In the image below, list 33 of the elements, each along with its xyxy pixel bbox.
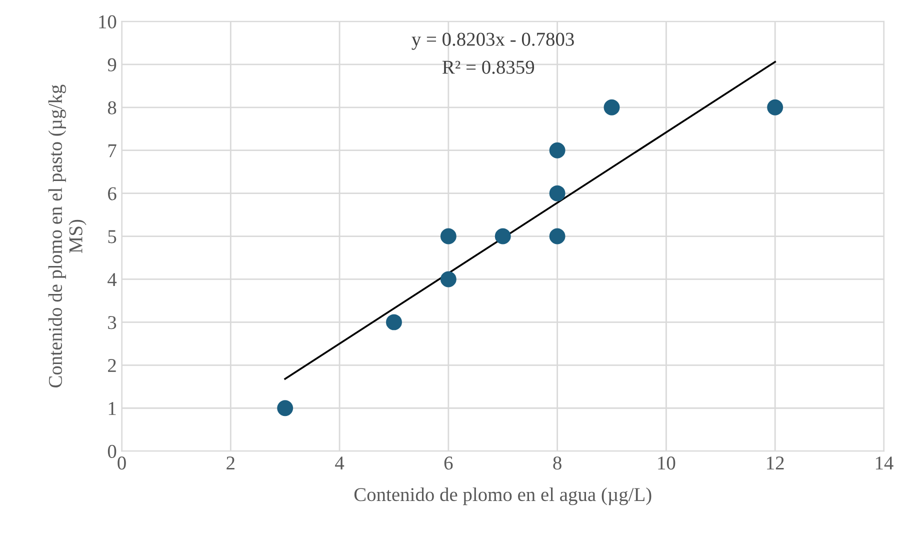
annotation: R² = 0.8359: [442, 60, 534, 74]
point: [767, 99, 784, 116]
point: [549, 185, 566, 202]
y-tick-label: 0: [108, 444, 116, 458]
point: [549, 228, 566, 244]
y-tick-label: 3: [108, 316, 116, 330]
y-tick-label: 4: [108, 273, 117, 286]
y-axis-title: Contenido de plomo en el pasto (µg/kg MS): [48, 84, 86, 388]
x-tick-label: 14: [876, 456, 894, 470]
x-tick-label: 4: [335, 456, 344, 470]
x-axis-title: Contenido de plomo en el agua (µg/L): [354, 487, 652, 506]
point: [440, 271, 456, 288]
y-tick-label: 1: [108, 402, 116, 415]
x-tick-label: 0: [118, 456, 126, 470]
x-tick-label: 8: [553, 456, 562, 470]
point: [277, 400, 294, 416]
point: [494, 228, 511, 244]
y-tick-label: 8: [108, 101, 116, 114]
x-tick-label: 6: [444, 456, 453, 470]
y-tick-label: 9: [108, 58, 116, 72]
point: [604, 99, 620, 116]
x-tick-label: 10: [658, 456, 676, 470]
y-tick-label: 5: [108, 230, 116, 244]
point: [549, 142, 566, 158]
x-tick-label: 12: [767, 456, 784, 470]
point: [440, 228, 456, 244]
y-tick-label: 7: [108, 144, 116, 158]
y-tick-label: 2: [108, 359, 116, 372]
y-tick-label: 10: [99, 15, 116, 28]
y-tick-label: 6: [108, 187, 116, 200]
annotation: y = 0.8203x - 0.7803: [412, 32, 574, 50]
x-tick-label: 2: [226, 456, 234, 470]
point: [386, 314, 402, 330]
